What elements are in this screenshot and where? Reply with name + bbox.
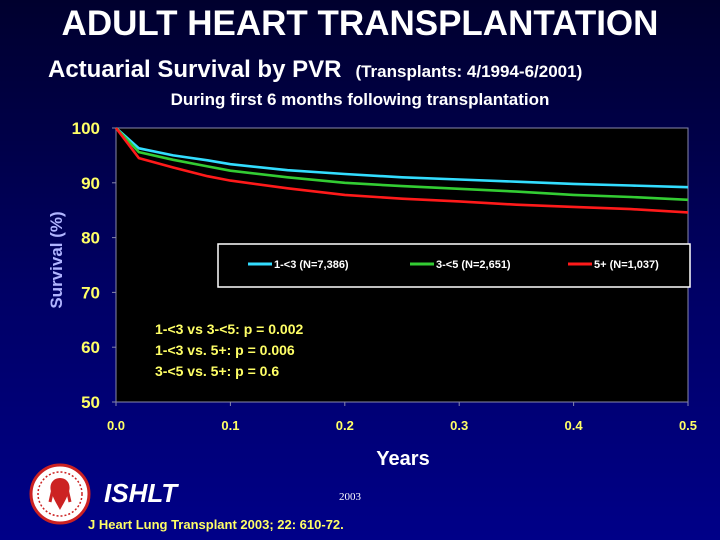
legend-label-2: 3-<5 (N=2,651) <box>436 259 511 271</box>
y-axis-label: Survival (%) <box>47 211 66 308</box>
ishlt-logo-icon <box>29 463 91 525</box>
y-tick-label: 70 <box>81 283 100 302</box>
slide-subtitle: Actuarial Survival by PVR (Transplants: 4… <box>48 56 582 84</box>
p-value-line-3: 3-<5 vs. 5+: p = 0.6 <box>155 363 279 379</box>
chart-caption: During first 6 months following transpla… <box>170 90 550 109</box>
y-tick-label: 100 <box>72 119 100 138</box>
footer-org: ISHLT <box>104 478 178 508</box>
subtitle-date-range: (Transplants: 4/1994-6/2001) <box>355 62 583 81</box>
legend-label-3: 5+ (N=1,037) <box>594 259 659 271</box>
subtitle-main: Actuarial Survival by PVR <box>48 56 342 83</box>
legend-label-1: 1-<3 (N=7,386) <box>274 259 349 271</box>
y-tick-label: 90 <box>81 174 100 193</box>
p-value-annotations: 1-<3 vs 3-<5: p = 0.002 1-<3 vs. 5+: p = … <box>155 321 303 379</box>
x-tick-label: 0.2 <box>336 418 354 433</box>
y-tick-label: 60 <box>81 338 100 357</box>
footer-year: 2003 <box>339 491 361 503</box>
x-tick-label: 0.4 <box>565 418 584 433</box>
legend-box <box>217 243 691 288</box>
slide-title: ADULT HEART TRANSPLANTATION <box>61 4 659 43</box>
x-axis: 0.0 0.1 0.2 0.3 0.4 0.5 <box>107 402 697 433</box>
y-tick-label: 50 <box>81 393 100 412</box>
series-line-3 <box>114 127 689 214</box>
series-lines <box>114 127 689 214</box>
legend: 1-<3 (N=7,386) 3-<5 (N=2,651) 5+ (N=1,037) <box>217 243 691 288</box>
p-value-line-1: 1-<3 vs 3-<5: p = 0.002 <box>155 321 303 337</box>
y-tick-label: 80 <box>81 229 100 248</box>
x-tick-label: 0.0 <box>107 418 125 433</box>
series-line-1 <box>115 127 689 189</box>
y-axis: 50 60 70 80 90 100 <box>72 119 116 412</box>
x-axis-label: Years <box>376 448 429 470</box>
x-tick-label: 0.5 <box>679 418 697 433</box>
x-tick-label: 0.1 <box>221 418 239 433</box>
footer-citation: J Heart Lung Transplant 2003; 22: 610-72… <box>88 517 344 532</box>
series-line-2 <box>115 127 689 202</box>
p-value-line-2: 1-<3 vs. 5+: p = 0.006 <box>155 342 295 358</box>
x-tick-label: 0.3 <box>450 418 468 433</box>
